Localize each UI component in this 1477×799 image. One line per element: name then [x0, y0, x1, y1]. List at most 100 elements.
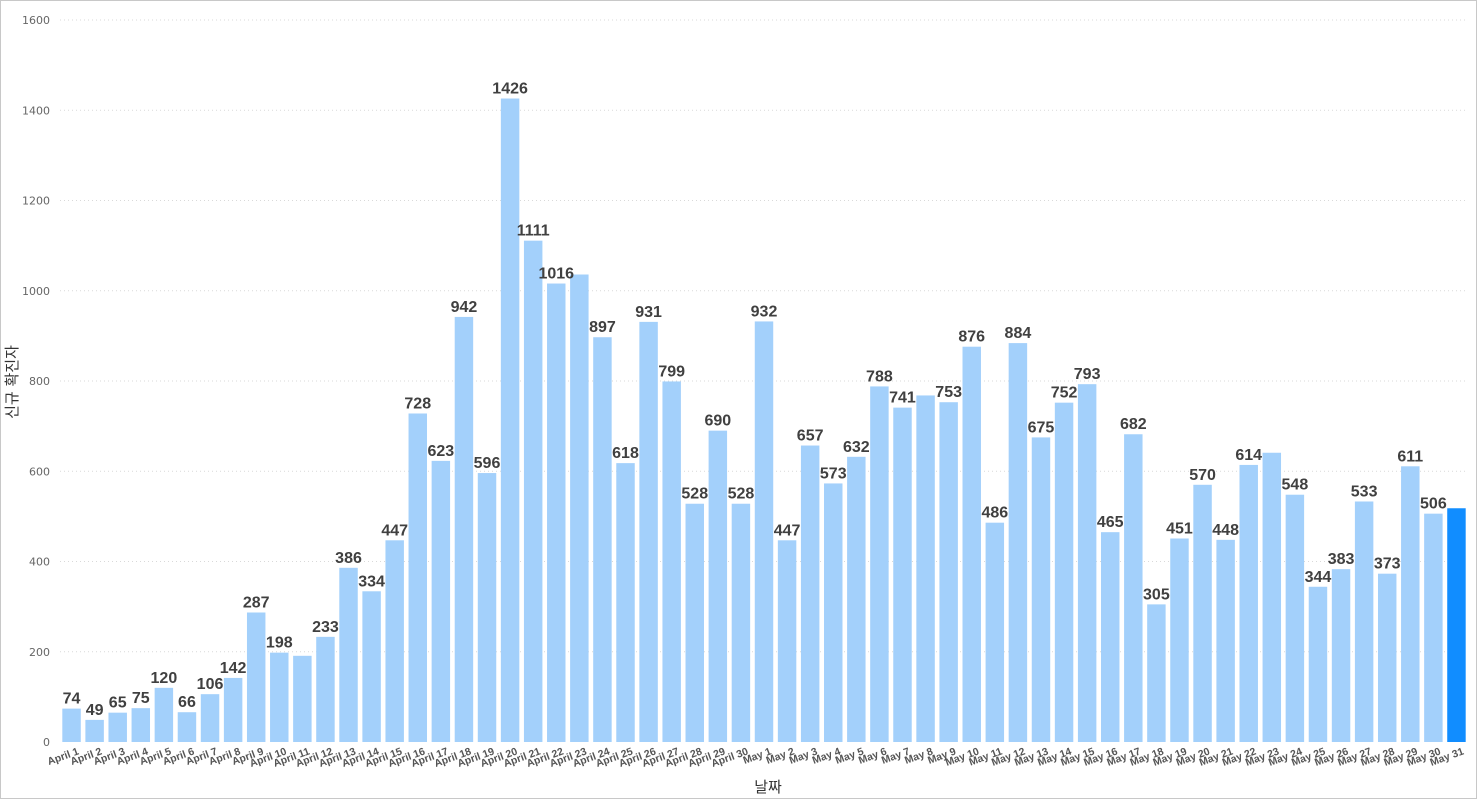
bar[interactable]: [408, 413, 428, 742]
bar[interactable]: [1031, 437, 1051, 742]
bar[interactable]: [177, 712, 197, 742]
data-label: 942: [451, 299, 478, 316]
bar[interactable]: [685, 503, 704, 742]
bar[interactable]: [893, 407, 912, 742]
data-label: 287: [243, 594, 270, 611]
y-tick-label: 1000: [22, 285, 50, 298]
bar-series: [62, 98, 1466, 742]
data-label: 618: [612, 445, 639, 462]
bar[interactable]: [316, 636, 335, 742]
bar[interactable]: [1239, 464, 1258, 742]
data-label: 386: [335, 550, 362, 567]
bar[interactable]: [1262, 452, 1282, 742]
bar[interactable]: [270, 652, 289, 742]
y-tick-label: 1600: [22, 14, 50, 27]
bar[interactable]: [1216, 539, 1235, 742]
data-label: 682: [1120, 416, 1147, 433]
bar[interactable]: [1147, 604, 1166, 742]
bar[interactable]: [1193, 484, 1212, 742]
data-label: 334: [358, 573, 385, 590]
data-label: 344: [1305, 569, 1332, 586]
data-label: 66: [178, 694, 196, 711]
data-label: 752: [1051, 385, 1078, 402]
data-label: 632: [843, 439, 870, 456]
data-label: 1111: [517, 223, 550, 240]
bar[interactable]: [339, 567, 358, 742]
data-label: 198: [266, 635, 293, 652]
bar[interactable]: [454, 316, 474, 742]
bar[interactable]: [754, 321, 774, 742]
bar[interactable]: [777, 540, 797, 742]
bar[interactable]: [616, 463, 635, 742]
bar[interactable]: [1054, 402, 1074, 742]
bar[interactable]: [662, 381, 681, 742]
bar[interactable]: [131, 708, 151, 742]
y-tick-label: 200: [29, 646, 50, 659]
bar[interactable]: [985, 522, 1005, 742]
y-tick-label: 800: [29, 375, 50, 388]
data-label: 614: [1235, 447, 1262, 464]
data-label: 49: [86, 702, 104, 719]
bar[interactable]: [62, 708, 81, 742]
data-label: 931: [635, 304, 662, 321]
y-tick-label: 400: [29, 556, 50, 569]
bar[interactable]: [85, 719, 104, 742]
bar[interactable]: [1401, 466, 1420, 742]
bar[interactable]: [1447, 508, 1466, 742]
bar[interactable]: [223, 677, 243, 742]
data-label: 533: [1351, 483, 1378, 500]
data-label: 106: [197, 676, 224, 693]
bar[interactable]: [962, 346, 981, 742]
bar[interactable]: [246, 612, 266, 742]
bar[interactable]: [154, 687, 174, 742]
y-tick-label: 1400: [22, 104, 50, 117]
bar[interactable]: [800, 445, 820, 742]
bar[interactable]: [1170, 538, 1189, 742]
data-label: 305: [1143, 586, 1170, 603]
bar[interactable]: [824, 483, 843, 742]
y-axis-ticks: 0 200 400 600 800 1000 1200 1400 1600: [22, 14, 50, 749]
bar[interactable]: [593, 337, 612, 742]
bar[interactable]: [1285, 494, 1305, 742]
bar[interactable]: [1008, 343, 1028, 742]
bar[interactable]: [431, 460, 451, 742]
bar[interactable]: [523, 240, 543, 742]
bar[interactable]: [847, 456, 866, 742]
bar[interactable]: [708, 430, 728, 742]
bar[interactable]: [385, 540, 404, 742]
data-label: 373: [1374, 556, 1401, 573]
bar[interactable]: [639, 321, 658, 742]
bar[interactable]: [1377, 573, 1397, 742]
bar[interactable]: [500, 98, 520, 742]
data-label: 799: [658, 363, 685, 380]
bar[interactable]: [1354, 501, 1374, 742]
data-label: 233: [312, 619, 339, 636]
bar[interactable]: [108, 712, 127, 742]
bar[interactable]: [1100, 532, 1120, 742]
bar[interactable]: [731, 503, 751, 742]
bar[interactable]: [1424, 513, 1443, 742]
bar[interactable]: [1077, 384, 1097, 742]
bar[interactable]: [293, 655, 312, 742]
bar[interactable]: [1331, 569, 1351, 742]
bar[interactable]: [939, 402, 958, 742]
data-label: 728: [404, 395, 431, 412]
bar[interactable]: [362, 591, 381, 742]
data-label: 884: [1005, 325, 1032, 342]
data-label: 74: [63, 691, 81, 708]
data-label: 793: [1074, 366, 1101, 383]
data-label: 596: [474, 455, 501, 472]
bar[interactable]: [1124, 434, 1143, 742]
bar[interactable]: [200, 694, 220, 742]
bar[interactable]: [870, 386, 889, 742]
bar[interactable]: [477, 473, 497, 742]
bar[interactable]: [916, 395, 935, 742]
bar[interactable]: [547, 283, 566, 742]
bar[interactable]: [570, 274, 589, 742]
y-tick-label: 0: [43, 736, 50, 749]
bar[interactable]: [1308, 586, 1328, 742]
data-label: 447: [774, 522, 801, 539]
data-label: 447: [381, 522, 408, 539]
